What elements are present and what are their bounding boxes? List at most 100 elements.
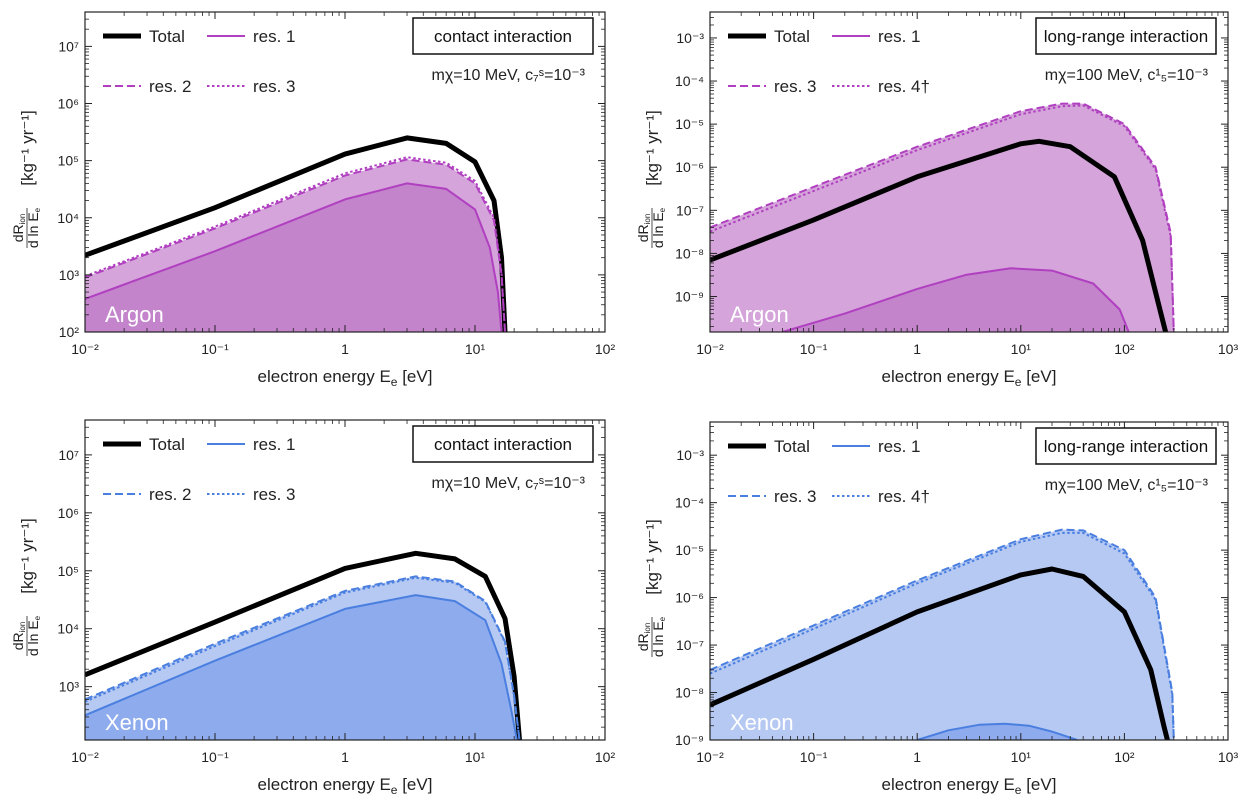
fill-res1: [917, 723, 1078, 740]
x-axis-label: electron energy Ee [eV]: [258, 775, 433, 797]
y-tick-label: 10⁻⁸: [675, 685, 704, 701]
x-tick-label: 10¹: [465, 749, 486, 765]
x-tick-label: 10⁻¹: [800, 749, 828, 765]
y-tick-label: 10⁴: [57, 210, 79, 226]
y-tick-label: 10⁻⁵: [675, 542, 704, 558]
y-tick-label: 10⁻⁷: [676, 202, 704, 218]
y-tick-label: 10⁴: [57, 621, 79, 637]
y-label-unit: [kg⁻¹ yr⁻¹]: [643, 110, 662, 186]
fill-res1: [85, 183, 502, 332]
fill-res1: [782, 268, 1129, 332]
panel-top-right: Argon 10⁻² 10⁻¹ 1 10¹ 10² 10³ 10⁻⁹ 10⁻⁸ 10⁻⁷ 10⁻⁶ 1…: [635, 11, 1238, 389]
y-tick-label: 10⁻⁴: [675, 495, 704, 511]
fill-upper-resonance: [710, 529, 1174, 740]
y-label-numerator: dRion: [10, 622, 27, 651]
series-line-2: [710, 102, 1175, 332]
x-tick-label: 1: [913, 749, 921, 765]
legend: Total res. 1 res. 2 res. 3: [103, 435, 296, 504]
x-tick-label: 10⁻²: [696, 749, 724, 765]
legend-label: res. 4†: [878, 487, 930, 506]
series-line-3: [710, 531, 1175, 740]
series-line-2: [85, 158, 506, 332]
plot-frame: [709, 421, 1229, 741]
legend-label: res. 3: [253, 77, 296, 96]
interaction-box: contact interaction: [412, 425, 594, 463]
x-tick-label: 10²: [595, 341, 616, 357]
x-tick-label: 10⁻¹: [201, 749, 229, 765]
y-label-numerator: dRion: [635, 214, 652, 243]
interaction-box-frame: [412, 17, 594, 55]
plot-area: Argon: [85, 135, 508, 332]
x-tick-label: 10¹: [465, 341, 486, 357]
y-tick-label: 10⁻⁶: [675, 159, 704, 175]
legend-label: res. 2: [149, 77, 192, 96]
legend-label: res. 2: [149, 485, 192, 504]
series-line-0: [710, 566, 1170, 740]
interaction-label: long-range interaction: [1044, 437, 1208, 456]
y-tick-label: 10⁻⁵: [675, 116, 704, 132]
y-tick-label: 10⁷: [58, 38, 79, 54]
legend-label: res. 1: [878, 437, 921, 456]
x-axis-label: electron energy Ee [eV]: [258, 367, 433, 389]
series-line-3: [85, 156, 506, 332]
series-line-1: [916, 722, 1078, 740]
plot-frame: [709, 11, 1229, 333]
x-tick-label: 10⁻²: [696, 341, 724, 357]
parameter-label: mχ=10 MeV, c₇ˢ=10⁻³: [432, 475, 586, 492]
legend: Total res. 1 res. 3 res. 4†: [728, 27, 930, 96]
y-label-denominator: d ln Ee: [650, 616, 667, 657]
y-label-numerator: dRion: [10, 214, 27, 243]
x-axis-label: electron energy Ee [eV]: [882, 775, 1057, 797]
interaction-box: long-range interaction: [1035, 17, 1217, 55]
y-label-unit: [kg⁻¹ yr⁻¹]: [643, 519, 662, 595]
x-tick-label: 10³: [1218, 749, 1239, 765]
y-tick-label: 10³: [59, 267, 80, 283]
target-label: Argon: [730, 302, 789, 327]
y-label-denominator: d ln Ee: [25, 207, 42, 248]
legend-label: res. 1: [878, 27, 921, 46]
y-tick-label: 10⁻⁶: [675, 590, 704, 606]
series-line-3: [85, 576, 521, 740]
interaction-label: contact interaction: [434, 435, 572, 454]
x-tick-label: 10²: [1114, 341, 1135, 357]
y-label-unit: [kg⁻¹ yr⁻¹]: [18, 518, 37, 594]
plot-area: Xenon: [85, 550, 522, 740]
legend-label: res. 3: [774, 77, 817, 96]
plot-area: Xenon: [710, 528, 1175, 740]
fill-res1: [85, 595, 517, 740]
x-tick-label: 1: [913, 341, 921, 357]
legend-label: res. 4†: [878, 77, 930, 96]
x-tick-label: 10²: [1114, 749, 1135, 765]
parameter-label: mχ=100 MeV, c¹₅=10⁻³: [1045, 67, 1209, 84]
y-tick-label: 10⁻³: [676, 447, 704, 463]
x-tick-label: 10⁻¹: [201, 341, 229, 357]
target-label: Argon: [105, 302, 164, 327]
interaction-label: contact interaction: [434, 27, 572, 46]
y-tick-label: 10³: [59, 679, 80, 695]
y-tick-label: 10²: [59, 324, 80, 340]
y-tick-label: 10⁻⁹: [675, 288, 704, 304]
y-tick-label: 10⁶: [58, 96, 79, 112]
legend-label: Total: [149, 27, 185, 46]
series-line-0: [85, 550, 522, 740]
series-line-0: [85, 135, 508, 332]
series-line-1: [85, 182, 503, 332]
target-label: Xenon: [730, 710, 794, 735]
x-tick-label: 1: [341, 749, 349, 765]
interaction-box-frame: [1035, 17, 1217, 55]
panel-bottom-right: Xenon 10⁻² 10⁻¹ 1 10¹ 10² 10³ 10⁻⁹ 10⁻⁸ 10⁻⁷ 10⁻⁶ 1…: [635, 421, 1239, 797]
y-tick-label: 10⁶: [58, 505, 79, 521]
parameter-label: mχ=10 MeV, c₇ˢ=10⁻³: [432, 67, 586, 84]
y-tick-label: 10⁵: [58, 563, 79, 579]
panel-top-left: Argon 10⁻² 10⁻¹ 1 10¹ 10² 10² 10³ 10⁴ 10⁵ 10⁶ 10⁷ el…: [10, 11, 616, 389]
plot-area: Argon: [710, 102, 1175, 332]
y-tick-label: 10⁻⁸: [675, 245, 704, 261]
interaction-box-frame: [1035, 427, 1217, 465]
y-tick-label: 10⁻⁷: [676, 637, 704, 653]
y-label-numerator: dRion: [635, 623, 652, 652]
x-tick-label: 10⁻²: [71, 341, 99, 357]
